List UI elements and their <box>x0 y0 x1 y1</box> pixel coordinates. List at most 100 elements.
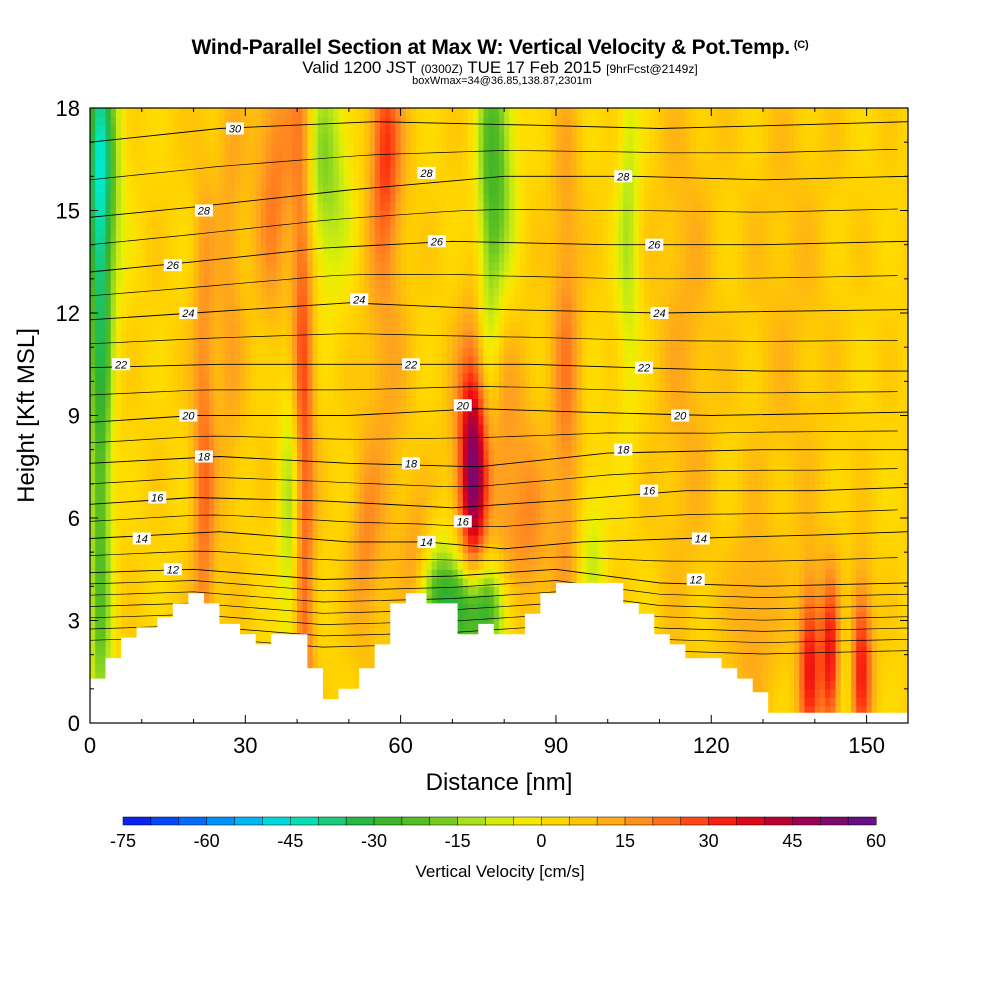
x-tick-label: 60 <box>388 733 412 758</box>
colorbar-swatch <box>290 816 319 826</box>
contour-label: 12 <box>690 575 702 587</box>
theta-contour-minor <box>90 550 898 562</box>
contour-label-bg <box>148 491 167 504</box>
colorbar-swatch <box>206 816 236 826</box>
contour-label-bg <box>179 409 198 422</box>
theta-contour-26 <box>90 240 908 273</box>
colorbar-tick-label: 15 <box>615 831 635 851</box>
theta-contour-minor <box>90 208 898 246</box>
contour-label: 26 <box>430 236 444 248</box>
colorbar-swatch <box>568 816 598 826</box>
colorbar-swatch <box>596 816 626 826</box>
colorbar-swatch <box>429 816 459 826</box>
colorbar-swatch <box>652 816 682 826</box>
colorbar-swatch <box>708 816 738 826</box>
contour-label-bg <box>691 532 710 545</box>
contour-label-group: 30 28 28 28 26 26 26 24 24 24 22 22 22 20 20 20 18 18 18 16… <box>112 122 710 587</box>
chart-title-main: Wind-Parallel Section at Max W: Vertical… <box>191 36 791 59</box>
colorbar-swatch <box>178 816 208 826</box>
x-tick-label: 30 <box>233 733 257 758</box>
contour-label: 28 <box>197 206 211 218</box>
colorbar-tick-label: 0 <box>536 831 546 851</box>
colorbar-swatch <box>457 816 487 826</box>
colorbar-swatch <box>317 816 347 826</box>
colorbar-swatch <box>847 816 877 826</box>
theta-contour-30 <box>90 121 908 143</box>
colorbar-swatch <box>736 816 765 826</box>
contour-label: 24 <box>652 308 665 320</box>
theta-contour-lower <box>90 580 908 598</box>
theta-contour-14 <box>90 531 908 550</box>
contour-label: 26 <box>166 260 180 272</box>
theta-contour-minor <box>90 430 898 444</box>
colorbar-tick-label: -30 <box>361 831 387 851</box>
contour-label-bg <box>163 259 182 272</box>
contour-label: 20 <box>456 400 470 412</box>
theta-contour-24 <box>90 302 908 321</box>
contour-label: 28 <box>616 171 630 183</box>
contour-label-bg <box>640 484 659 497</box>
theta-contour-16 <box>90 486 908 509</box>
vertical-velocity-field <box>90 108 908 723</box>
colorbar-swatch <box>373 816 403 826</box>
y-tick-label: 9 <box>68 404 80 429</box>
y-tick-label: 6 <box>68 506 80 531</box>
contour-label-bg <box>401 358 420 371</box>
theta-contour-minor <box>90 273 898 297</box>
colorbar-tick-label: 30 <box>699 831 719 851</box>
contour-label: 14 <box>420 537 432 549</box>
colorbar-swatch <box>764 816 793 826</box>
contour-label: 30 <box>229 124 242 136</box>
valid-prefix: Valid 1200 JST <box>302 58 417 77</box>
valid-fcst: [9hrFcst@2149z] <box>606 62 698 76</box>
theta-contour-minor <box>90 509 898 527</box>
theta-contour-12 <box>90 568 908 587</box>
theta-contour-minor <box>90 386 898 396</box>
contour-label: 26 <box>647 240 661 252</box>
colorbar-swatch <box>345 816 375 826</box>
contour-label-bg <box>645 238 664 251</box>
contour-label-bg <box>650 307 669 319</box>
y-tick-label: 3 <box>68 609 80 634</box>
y-tick-label: 12 <box>56 301 80 326</box>
contour-label: 22 <box>114 359 127 371</box>
contour-label: 20 <box>673 411 687 423</box>
theta-contour-minor <box>90 333 898 345</box>
colorbar-tick-label: 60 <box>866 831 886 851</box>
colorbar-swatch <box>234 816 263 826</box>
contour-label: 12 <box>167 564 179 576</box>
contour-label-bg <box>671 409 690 422</box>
colorbar: -75 -60 -45 -30 -15 0 15 30 45 60 <box>110 816 886 851</box>
theta-contour-18 <box>90 449 908 468</box>
y-tick-label: 0 <box>68 711 80 736</box>
contour-label-bg <box>194 204 213 217</box>
contour-label-bg <box>686 573 705 586</box>
theta-contour-minor <box>90 468 898 488</box>
colorbar-tick-label: -45 <box>277 831 303 851</box>
valid-z: (0300Z) <box>420 62 463 76</box>
contour-label-bg <box>401 457 420 470</box>
contour-label: 14 <box>136 534 148 546</box>
colorbar-tick-label: -15 <box>445 831 471 851</box>
colorbar-tick-label: -75 <box>110 831 136 851</box>
contour-label-bg <box>614 443 633 456</box>
colorbar-swatch <box>485 816 514 826</box>
colorbar-tick-label: -60 <box>194 831 220 851</box>
x-tick-label: 120 <box>693 733 730 758</box>
contour-label-bg <box>417 166 436 179</box>
valid-date: TUE 17 Feb 2015 <box>467 58 602 77</box>
chart-title-suffix: (C) <box>793 39 809 51</box>
contour-label: 28 <box>419 168 433 180</box>
theta-contour-lower <box>90 591 908 610</box>
y-tick-label: 15 <box>56 199 80 224</box>
colorbar-swatch <box>541 816 570 826</box>
x-axis-label: Distance [nm] <box>426 769 573 796</box>
contour-label-bg <box>179 307 198 319</box>
contour-label-bg <box>112 358 131 371</box>
contour-label-bg <box>225 122 244 135</box>
x-tick-label: 0 <box>84 733 96 758</box>
contour-label: 16 <box>457 516 470 528</box>
contour-label: 24 <box>181 308 194 320</box>
terrain-mask <box>90 582 908 723</box>
